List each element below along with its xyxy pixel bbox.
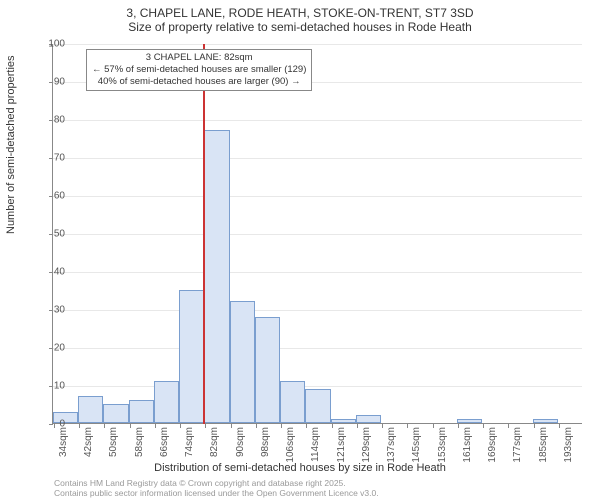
histogram-bar bbox=[457, 419, 482, 423]
xtick-mark bbox=[559, 424, 560, 428]
annotation-line2: ← 57% of semi-detached houses are smalle… bbox=[92, 64, 306, 76]
histogram-bar bbox=[331, 419, 356, 423]
xtick-label: 193sqm bbox=[563, 427, 574, 463]
gridline bbox=[53, 348, 582, 349]
reference-line bbox=[203, 44, 205, 424]
ytick-label: 100 bbox=[35, 39, 65, 50]
histogram-bar bbox=[356, 415, 381, 423]
xtick-mark bbox=[357, 424, 358, 428]
ytick-label: 0 bbox=[35, 419, 65, 430]
xtick-mark bbox=[104, 424, 105, 428]
annotation-box: 3 CHAPEL LANE: 82sqm← 57% of semi-detach… bbox=[86, 49, 312, 91]
histogram-bar bbox=[305, 389, 330, 423]
ytick-label: 50 bbox=[35, 229, 65, 240]
xtick-label: 98sqm bbox=[260, 427, 271, 457]
xtick-label: 177sqm bbox=[512, 427, 523, 463]
xtick-label: 145sqm bbox=[411, 427, 422, 463]
xtick-label: 121sqm bbox=[336, 427, 347, 463]
histogram-bar bbox=[129, 400, 154, 423]
xtick-mark bbox=[281, 424, 282, 428]
xtick-label: 50sqm bbox=[108, 427, 119, 457]
xtick-mark bbox=[407, 424, 408, 428]
xtick-label: 90sqm bbox=[235, 427, 246, 457]
gridline bbox=[53, 386, 582, 387]
gridline bbox=[53, 44, 582, 45]
xtick-label: 153sqm bbox=[437, 427, 448, 463]
xtick-label: 137sqm bbox=[386, 427, 397, 463]
gridline bbox=[53, 196, 582, 197]
chart-title-sub: Size of property relative to semi-detach… bbox=[0, 20, 600, 34]
xtick-label: 161sqm bbox=[462, 427, 473, 463]
xtick-mark bbox=[508, 424, 509, 428]
xtick-mark bbox=[155, 424, 156, 428]
xtick-mark bbox=[231, 424, 232, 428]
xtick-mark bbox=[256, 424, 257, 428]
xtick-mark bbox=[205, 424, 206, 428]
histogram-bar bbox=[280, 381, 305, 423]
xtick-mark bbox=[458, 424, 459, 428]
xtick-label: 34sqm bbox=[58, 427, 69, 457]
annotation-line3: 40% of semi-detached houses are larger (… bbox=[92, 76, 306, 88]
gridline bbox=[53, 272, 582, 273]
xtick-label: 185sqm bbox=[538, 427, 549, 463]
xtick-label: 82sqm bbox=[209, 427, 220, 457]
xtick-mark bbox=[433, 424, 434, 428]
attribution-line2: Contains public sector information licen… bbox=[54, 489, 379, 499]
x-axis-label: Distribution of semi-detached houses by … bbox=[0, 462, 600, 474]
chart-plot-area: 34sqm42sqm50sqm58sqm66sqm74sqm82sqm90sqm… bbox=[52, 44, 582, 424]
xtick-mark bbox=[130, 424, 131, 428]
ytick-label: 20 bbox=[35, 343, 65, 354]
chart-title-main: 3, CHAPEL LANE, RODE HEATH, STOKE-ON-TRE… bbox=[0, 6, 600, 20]
histogram-bar bbox=[255, 317, 280, 423]
gridline bbox=[53, 234, 582, 235]
gridline bbox=[53, 158, 582, 159]
histogram-bar bbox=[533, 419, 558, 423]
ytick-label: 30 bbox=[35, 305, 65, 316]
gridline bbox=[53, 310, 582, 311]
histogram-bar bbox=[179, 290, 204, 423]
xtick-mark bbox=[483, 424, 484, 428]
attribution-text: Contains HM Land Registry data © Crown c… bbox=[54, 479, 379, 499]
histogram-bar bbox=[230, 301, 255, 423]
xtick-mark bbox=[306, 424, 307, 428]
xtick-label: 58sqm bbox=[134, 427, 145, 457]
xtick-label: 66sqm bbox=[159, 427, 170, 457]
ytick-label: 60 bbox=[35, 191, 65, 202]
xtick-label: 42sqm bbox=[83, 427, 94, 457]
xtick-label: 106sqm bbox=[285, 427, 296, 463]
xtick-mark bbox=[382, 424, 383, 428]
ytick-label: 70 bbox=[35, 153, 65, 164]
histogram-bar bbox=[154, 381, 179, 423]
annotation-line1: 3 CHAPEL LANE: 82sqm bbox=[92, 52, 306, 64]
xtick-mark bbox=[534, 424, 535, 428]
xtick-label: 74sqm bbox=[184, 427, 195, 457]
xtick-label: 114sqm bbox=[310, 427, 321, 462]
ytick-label: 90 bbox=[35, 77, 65, 88]
xtick-label: 129sqm bbox=[361, 427, 372, 463]
xtick-mark bbox=[180, 424, 181, 428]
ytick-label: 80 bbox=[35, 115, 65, 126]
y-axis-label: Number of semi-detached properties bbox=[5, 55, 17, 234]
histogram-bar bbox=[103, 404, 128, 423]
ytick-label: 40 bbox=[35, 267, 65, 278]
xtick-mark bbox=[79, 424, 80, 428]
xtick-mark bbox=[332, 424, 333, 428]
ytick-label: 10 bbox=[35, 381, 65, 392]
histogram-bar bbox=[78, 396, 103, 423]
xtick-label: 169sqm bbox=[487, 427, 498, 463]
gridline bbox=[53, 120, 582, 121]
histogram-bar bbox=[204, 130, 229, 423]
